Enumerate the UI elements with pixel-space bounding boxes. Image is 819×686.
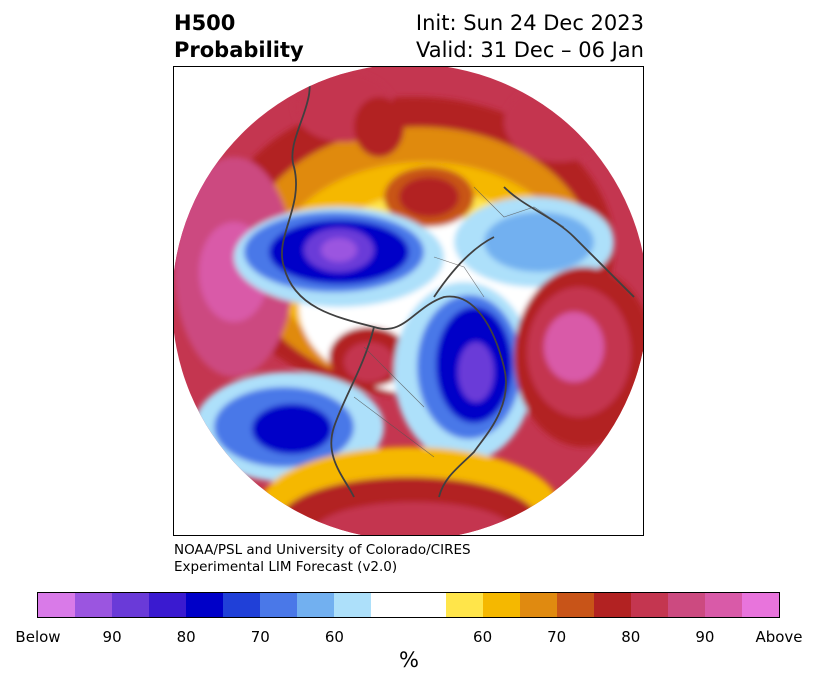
borders xyxy=(353,186,565,458)
probability-field xyxy=(174,67,643,535)
colorbar-unit: % xyxy=(399,648,419,672)
colorbar-segment-below xyxy=(112,593,150,617)
colorbar-tick-label: 60 xyxy=(473,628,493,646)
valid-range: Valid: 31 Dec – 06 Jan xyxy=(415,38,644,62)
colorbar-segment-below xyxy=(223,593,261,617)
colorbar-segment-below xyxy=(75,593,113,617)
colorbar-segment-above xyxy=(704,593,742,617)
colorbar-tick-label: 80 xyxy=(176,628,196,646)
colorbar-segment-above xyxy=(445,593,483,617)
colorbar-segment-below xyxy=(260,593,298,617)
colorbar-segment-above xyxy=(667,593,705,617)
colorbar-tick-label: Above xyxy=(755,628,803,646)
colorbar-segment-below xyxy=(297,593,335,617)
colorbar-tick-label: 60 xyxy=(324,628,344,646)
colorbar-tick-label: 80 xyxy=(621,628,641,646)
polar-map xyxy=(174,67,643,535)
colorbar-segment-above xyxy=(482,593,520,617)
colorbar xyxy=(37,592,780,618)
credit-line-2: Experimental LIM Forecast (v2.0) xyxy=(174,559,398,575)
colorbar-tick-label: 90 xyxy=(102,628,122,646)
colorbar-segment-neutral xyxy=(371,593,446,617)
colorbar-segment-above xyxy=(630,593,668,617)
colorbar-segment-below xyxy=(186,593,224,617)
colorbar-tick-label: Below xyxy=(15,628,61,646)
colorbar-tick-label: 70 xyxy=(250,628,270,646)
colorbar-tick-label: 90 xyxy=(695,628,715,646)
title-left: H500 Probability xyxy=(174,10,304,64)
title-product: Probability xyxy=(174,38,304,62)
colorbar-segment-above xyxy=(556,593,594,617)
colorbar-segment-below xyxy=(38,593,76,617)
title-right: Init: Sun 24 Dec 2023 Valid: 31 Dec – 06… xyxy=(416,10,644,64)
colorbar-tick-label: 70 xyxy=(547,628,567,646)
credit-block: NOAA/PSL and University of Colorado/CIRE… xyxy=(174,542,471,576)
map-panel xyxy=(173,66,644,536)
coastlines xyxy=(281,67,635,498)
colorbar-segment-above xyxy=(519,593,557,617)
colorbar-segment-below xyxy=(334,593,372,617)
credit-line-1: NOAA/PSL and University of Colorado/CIRE… xyxy=(174,542,471,558)
colorbar-segment-above xyxy=(741,593,779,617)
init-date: Init: Sun 24 Dec 2023 xyxy=(415,11,644,35)
title-variable: H500 xyxy=(174,11,236,35)
colorbar-segment-below xyxy=(149,593,187,617)
colorbar-segment-above xyxy=(593,593,631,617)
